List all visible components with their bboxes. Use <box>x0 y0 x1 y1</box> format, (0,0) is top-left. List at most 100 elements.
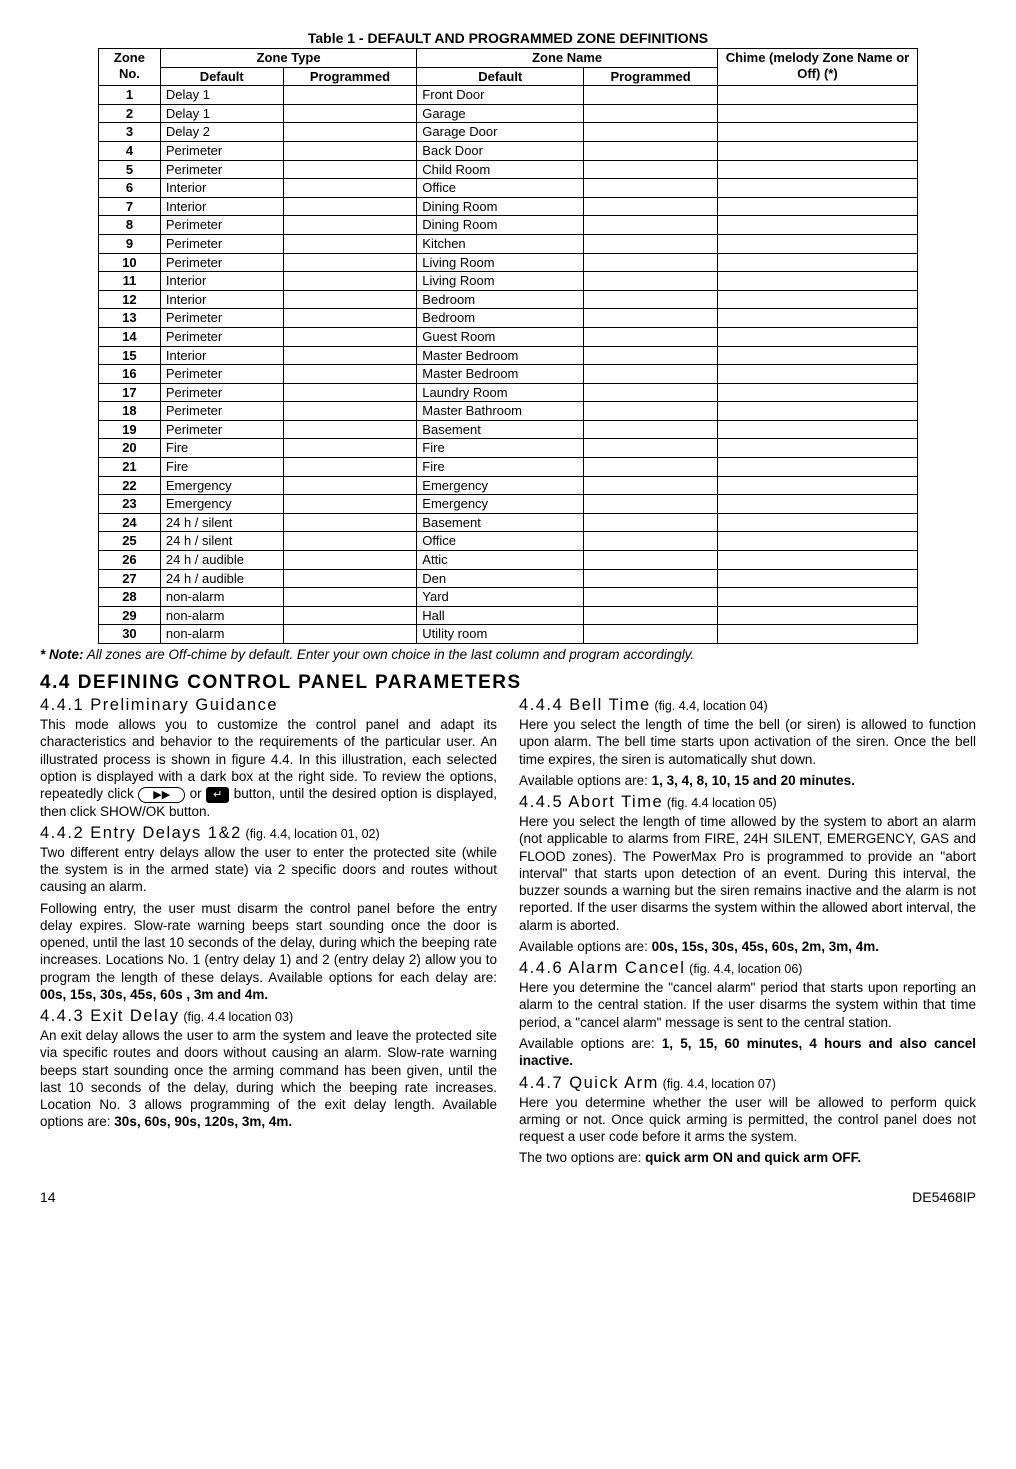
cell-type-default: Perimeter <box>160 383 283 402</box>
cell-name-programmed <box>584 606 718 625</box>
cell-name-default: Living Room <box>417 272 584 291</box>
table-row: 30non-alarmUtility room <box>99 625 918 644</box>
cell-name-programmed <box>584 365 718 384</box>
cell-name-default: Attic <box>417 551 584 570</box>
cell-zone-no: 23 <box>99 495 161 514</box>
cell-type-default: Perimeter <box>160 141 283 160</box>
cell-type-programmed <box>283 309 417 328</box>
cell-name-default: Fire <box>417 458 584 477</box>
cell-type-programmed <box>283 625 417 644</box>
cell-zone-no: 13 <box>99 309 161 328</box>
forward-icon: ▶▶ <box>138 787 185 803</box>
cell-type-default: Perimeter <box>160 216 283 235</box>
cell-type-default: Interior <box>160 272 283 291</box>
cell-type-default: Perimeter <box>160 160 283 179</box>
cell-type-default: Perimeter <box>160 234 283 253</box>
cell-type-default: non-alarm <box>160 625 283 644</box>
cell-zone-no: 2 <box>99 104 161 123</box>
cell-chime <box>717 551 917 570</box>
cell-type-default: Interior <box>160 290 283 309</box>
cell-chime <box>717 439 917 458</box>
table-row: 19PerimeterBasement <box>99 420 918 439</box>
cell-name-default: Office <box>417 179 584 198</box>
text: or <box>190 786 206 801</box>
text: The two options are: <box>519 1150 645 1165</box>
cell-type-programmed <box>283 569 417 588</box>
cell-chime <box>717 588 917 607</box>
cell-type-programmed <box>283 513 417 532</box>
th-name-default: Default <box>417 67 584 86</box>
cell-zone-no: 14 <box>99 327 161 346</box>
cell-chime <box>717 327 917 346</box>
table-row: 3Delay 2Garage Door <box>99 123 918 142</box>
cell-name-programmed <box>584 439 718 458</box>
cell-type-programmed <box>283 179 417 198</box>
cell-chime <box>717 402 917 421</box>
cell-zone-no: 20 <box>99 439 161 458</box>
cell-zone-no: 19 <box>99 420 161 439</box>
heading-4-4-6: 4.4.6 Alarm Cancel <box>519 959 685 977</box>
cell-zone-no: 11 <box>99 272 161 291</box>
table-row: 6InteriorOffice <box>99 179 918 198</box>
cell-zone-no: 10 <box>99 253 161 272</box>
cell-type-programmed <box>283 606 417 625</box>
cell-name-default: Dining Room <box>417 197 584 216</box>
cell-type-default: Perimeter <box>160 327 283 346</box>
figref-4-4-4: (fig. 4.4, location 04) <box>654 699 767 713</box>
cell-zone-no: 15 <box>99 346 161 365</box>
cell-name-default: Garage Door <box>417 123 584 142</box>
cell-chime <box>717 234 917 253</box>
options: 00s, 15s, 30s, 45s, 60s, 2m, 3m, 4m. <box>652 939 879 954</box>
para-4-4-7a: Here you determine whether the user will… <box>519 1094 976 1146</box>
cell-name-default: Master Bedroom <box>417 346 584 365</box>
cell-name-default: Bedroom <box>417 290 584 309</box>
cell-type-programmed <box>283 476 417 495</box>
th-zone-name: Zone Name <box>417 49 718 68</box>
cell-zone-no: 30 <box>99 625 161 644</box>
cell-name-programmed <box>584 197 718 216</box>
table-row: 2Delay 1Garage <box>99 104 918 123</box>
cell-type-default: Perimeter <box>160 402 283 421</box>
cell-type-programmed <box>283 290 417 309</box>
cell-chime <box>717 513 917 532</box>
th-zone-type: Zone Type <box>160 49 416 68</box>
cell-chime <box>717 476 917 495</box>
cell-name-default: Child Room <box>417 160 584 179</box>
cell-zone-no: 8 <box>99 216 161 235</box>
th-zone-no: Zone No. <box>99 49 161 86</box>
para-4-4-4b: Available options are: 1, 3, 4, 8, 10, 1… <box>519 772 976 789</box>
cell-type-programmed <box>283 141 417 160</box>
cell-zone-no: 9 <box>99 234 161 253</box>
table-row: 20FireFire <box>99 439 918 458</box>
cell-zone-no: 21 <box>99 458 161 477</box>
cell-name-programmed <box>584 532 718 551</box>
table-row: 2624 h / audibleAttic <box>99 551 918 570</box>
table-row: 2724 h / audibleDen <box>99 569 918 588</box>
cell-chime <box>717 160 917 179</box>
cell-name-programmed <box>584 141 718 160</box>
cell-type-programmed <box>283 272 417 291</box>
table-row: 5PerimeterChild Room <box>99 160 918 179</box>
cell-zone-no: 29 <box>99 606 161 625</box>
cell-type-programmed <box>283 253 417 272</box>
cell-name-programmed <box>584 569 718 588</box>
note-label: * Note: <box>40 647 84 662</box>
cell-name-programmed <box>584 495 718 514</box>
cell-type-programmed <box>283 216 417 235</box>
cell-chime <box>717 141 917 160</box>
table-row: 22EmergencyEmergency <box>99 476 918 495</box>
para-4-4-2a: Two different entry delays allow the use… <box>40 844 497 896</box>
cell-chime <box>717 123 917 142</box>
cell-name-programmed <box>584 327 718 346</box>
table-row: 17PerimeterLaundry Room <box>99 383 918 402</box>
heading-4-4-2: 4.4.2 Entry Delays 1&2 <box>40 824 242 842</box>
table-row: 2424 h / silentBasement <box>99 513 918 532</box>
cell-chime <box>717 346 917 365</box>
cell-type-default: non-alarm <box>160 606 283 625</box>
table-row: 21FireFire <box>99 458 918 477</box>
cell-type-programmed <box>283 365 417 384</box>
cell-name-default: Master Bedroom <box>417 365 584 384</box>
back-icon: ↵ <box>206 787 229 803</box>
cell-chime <box>717 569 917 588</box>
table-row: 16PerimeterMaster Bedroom <box>99 365 918 384</box>
